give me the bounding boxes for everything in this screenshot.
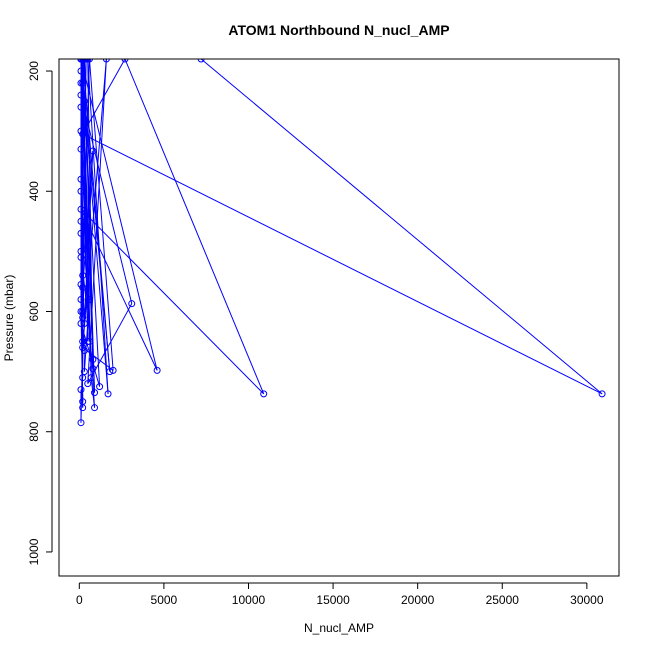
- x-tick-label: 0: [76, 593, 83, 607]
- series-line-segment: [82, 150, 94, 288]
- data-point: [121, 59, 129, 63]
- data-point: [77, 217, 85, 225]
- data-point: [77, 145, 85, 153]
- data-point: [77, 229, 85, 237]
- series-line-segment: [83, 150, 94, 324]
- y-tick-label: 200: [27, 61, 41, 81]
- plot-frame: [58, 58, 620, 577]
- x-tick-label: 15000: [316, 593, 350, 607]
- data-point: [87, 374, 95, 382]
- data-point: [84, 380, 92, 388]
- series-line-segment: [200, 59, 603, 395]
- data-point: [91, 404, 99, 412]
- y-axis-label: Pressure (mbar): [2, 275, 16, 362]
- data-point: [82, 59, 90, 63]
- data-point: [153, 366, 161, 374]
- data-point: [77, 67, 85, 75]
- data-point: [77, 307, 85, 315]
- series-line-segment: [80, 94, 133, 304]
- x-tick-label: 20000: [401, 593, 435, 607]
- data-point: [598, 390, 606, 398]
- data-point: [79, 374, 87, 382]
- x-tick-label: 30000: [570, 593, 604, 607]
- series-line-segment: [82, 133, 603, 395]
- data-point: [77, 205, 85, 213]
- y-tick-label: 800: [27, 421, 41, 441]
- data-point: [96, 383, 104, 391]
- data-point: [91, 389, 99, 397]
- y-tick-label: 600: [27, 301, 41, 321]
- data-layer: [77, 59, 606, 427]
- series-line-segment: [80, 209, 158, 371]
- series-line-segment: [80, 208, 265, 395]
- data-point: [77, 280, 85, 288]
- data-point: [89, 365, 97, 373]
- series-line-segment: [83, 101, 109, 394]
- axes-layer: 0 5000 10000 15000 20000 25000 30000 200 400 600 8…: [27, 61, 604, 607]
- data-point: [79, 398, 87, 406]
- data-point: [106, 368, 114, 376]
- data-point: [77, 59, 85, 63]
- data-point: [77, 187, 85, 195]
- data-point: [80, 97, 88, 105]
- series-line-segment: [88, 59, 114, 371]
- chart-title: ATOM1 Northbound N_nucl_AMP: [228, 22, 449, 38]
- data-point: [128, 300, 136, 308]
- data-point: [102, 59, 110, 63]
- data-point: [109, 366, 117, 374]
- data-point: [260, 390, 268, 398]
- y-tick-label: 400: [27, 181, 41, 201]
- series-line-segment: [87, 59, 107, 384]
- x-tick-label: 25000: [486, 593, 520, 607]
- data-point: [77, 103, 85, 111]
- series-line-segment: [124, 59, 265, 395]
- data-point: [77, 386, 85, 394]
- data-point: [85, 295, 93, 303]
- data-point: [77, 91, 85, 99]
- y-tick-label: 1000: [27, 538, 41, 565]
- x-tick-label: 5000: [151, 593, 178, 607]
- series-line-segment: [87, 59, 109, 394]
- data-point: [77, 79, 85, 87]
- data-point: [79, 271, 87, 279]
- data-point: [104, 390, 112, 398]
- data-point: [77, 253, 85, 261]
- data-point: [77, 419, 85, 427]
- data-point: [79, 338, 87, 346]
- x-tick-label: 10000: [232, 593, 266, 607]
- data-point: [80, 347, 88, 355]
- x-axis-label: N_nucl_AMP: [304, 621, 374, 635]
- data-point: [197, 59, 205, 63]
- series-line-segment: [83, 299, 90, 372]
- data-point: [77, 175, 85, 183]
- data-point: [89, 356, 97, 364]
- data-point: [77, 127, 85, 135]
- data-point: [89, 147, 97, 155]
- data-point: [77, 295, 85, 303]
- data-point: [85, 338, 93, 346]
